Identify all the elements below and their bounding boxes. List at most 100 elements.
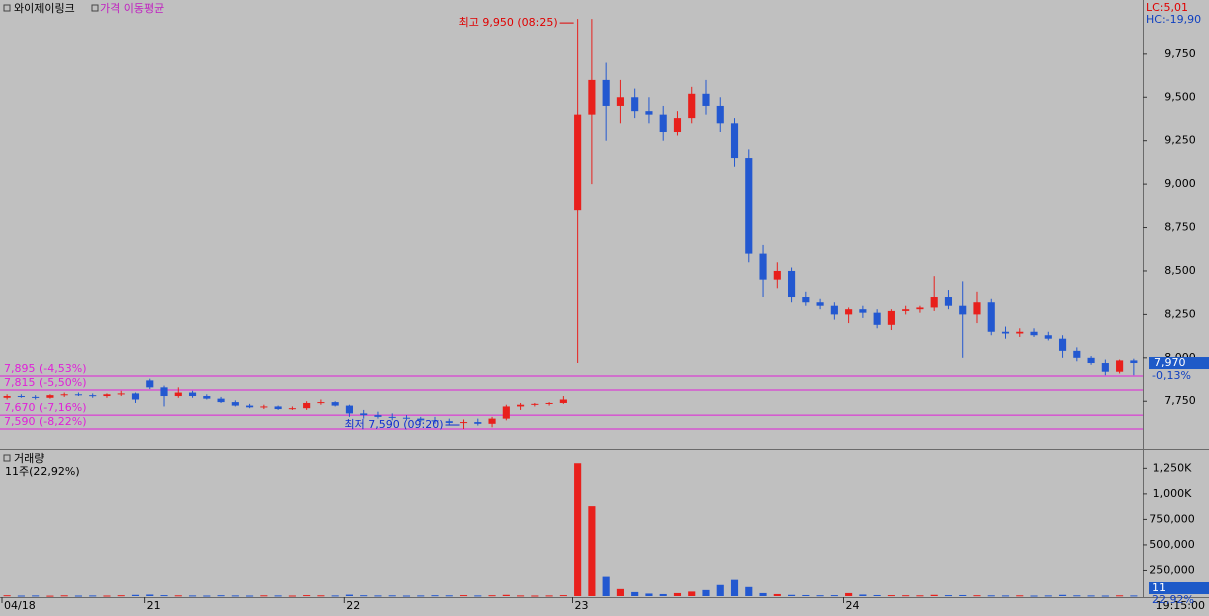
volume-bar: [859, 594, 867, 596]
candle-body: [716, 105, 724, 124]
reference-label: 7,895 (-4,53%): [4, 362, 86, 375]
volume-bar: [574, 463, 582, 596]
volume-bar: [1044, 595, 1052, 597]
last-volume-box: [1149, 581, 1209, 594]
candle-body: [146, 380, 154, 388]
volume-bar: [345, 594, 353, 596]
volume-bar: [288, 595, 296, 597]
y-tick-label: 9,500: [1164, 90, 1196, 103]
candle-body: [1130, 360, 1138, 364]
candle-body: [303, 402, 311, 409]
candle-body: [859, 309, 867, 313]
candle-body: [388, 416, 396, 418]
candle-body: [174, 392, 182, 397]
last-volume: 11: [1152, 581, 1166, 594]
volume-bar: [1030, 595, 1038, 597]
last-price: 7,970: [1154, 356, 1186, 369]
candle-body: [759, 253, 767, 280]
x-tick-label: 24: [845, 599, 859, 612]
checkbox[interactable]: [91, 4, 99, 12]
reference-label: 7,670 (-7,16%): [4, 401, 86, 414]
volume-bar: [388, 595, 396, 597]
volume-bar: [60, 595, 68, 597]
candle-body: [773, 270, 781, 280]
candle-body: [702, 93, 710, 106]
y-tick-label: 750,000: [1149, 512, 1195, 525]
candle-body: [1058, 338, 1067, 351]
candle-body: [517, 404, 525, 407]
y-tick-label: 500,000: [1149, 538, 1195, 551]
volume-bar: [659, 593, 667, 596]
volume-bar: [360, 595, 368, 597]
candle-body: [730, 123, 739, 159]
candle-body: [887, 310, 895, 325]
candle-body: [602, 79, 610, 106]
volume-bar: [716, 584, 724, 596]
candle-body: [260, 406, 268, 408]
checkbox[interactable]: [3, 4, 11, 12]
volume-bar: [374, 595, 382, 597]
candle-body: [959, 305, 967, 315]
y-tick-label: 250,000: [1149, 563, 1195, 576]
volume-bar: [303, 595, 311, 597]
volume-bar: [545, 595, 553, 597]
candle-body: [445, 421, 453, 423]
volume-bar: [759, 592, 767, 596]
volume-bar: [188, 595, 197, 597]
x-tick-label: 21: [147, 599, 161, 612]
volume-bar: [488, 595, 496, 597]
volume-bar: [1116, 595, 1124, 597]
candle-body: [331, 402, 339, 406]
stock-name: 와이제이링크: [14, 2, 75, 15]
volume-bar: [160, 595, 168, 597]
lc-label: LC:5,01: [1146, 1, 1188, 14]
checkbox[interactable]: [3, 454, 11, 462]
volume-bar: [887, 595, 895, 597]
candle-body: [488, 418, 496, 424]
candle-body: [645, 111, 653, 115]
volume-bar: [117, 595, 125, 597]
y-tick-label: 9,250: [1164, 134, 1196, 147]
y-tick-label: 8,500: [1164, 264, 1196, 277]
candle-body: [288, 408, 296, 410]
volume-bar: [1073, 595, 1081, 597]
volume-bar: [845, 592, 853, 596]
volume-bar: [1087, 595, 1095, 597]
volume-bar: [745, 586, 753, 596]
candle-body: [1087, 357, 1095, 364]
volume-bar: [773, 593, 781, 596]
volume-title: 거래량: [14, 452, 44, 465]
candle-body: [1016, 331, 1024, 334]
reference-label: 7,815 (-5,50%): [4, 376, 86, 389]
candle-body: [74, 394, 83, 396]
volume-bar: [531, 595, 539, 597]
candle-body: [588, 79, 596, 115]
volume-bar: [146, 594, 154, 596]
volume-bar: [32, 595, 40, 597]
y-tick-label: 9,000: [1164, 177, 1196, 190]
candle-body: [987, 302, 995, 332]
candle-body: [17, 396, 25, 398]
candle-body: [830, 305, 838, 315]
annotation-low: 최저 7,590 (09:20): [345, 418, 444, 431]
volume-bar: [902, 595, 910, 597]
candle-body: [745, 158, 753, 254]
y-tick-label: 1,250K: [1153, 461, 1192, 474]
candle-body: [559, 399, 567, 403]
volume-bar: [517, 595, 525, 597]
candle-body: [46, 395, 54, 398]
volume-bar: [459, 595, 468, 597]
reference-label: 7,590 (-8,22%): [4, 415, 86, 428]
candle-body: [459, 422, 468, 424]
volume-bar: [631, 591, 639, 596]
volume-bar: [89, 595, 97, 597]
volume-bar: [688, 591, 696, 596]
candle-body: [902, 309, 910, 311]
volume-bar: [417, 595, 425, 597]
y-tick-label: 8,750: [1164, 221, 1196, 234]
volume-bar: [816, 595, 824, 597]
candle-body: [217, 398, 225, 403]
volume-bar: [402, 595, 411, 597]
y-tick-label: 9,750: [1164, 47, 1196, 60]
